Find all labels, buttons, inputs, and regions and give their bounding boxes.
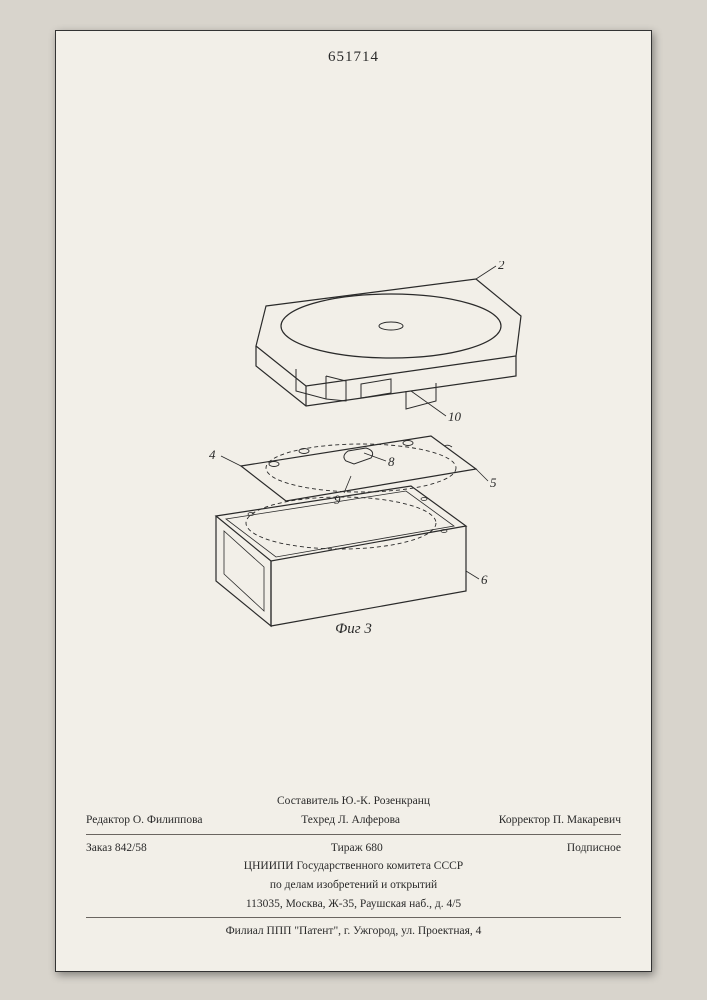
divider-1	[86, 834, 621, 835]
svg-text:9: 9	[334, 492, 341, 507]
svg-text:10: 10	[448, 409, 462, 424]
upper-tray-group: 2 10	[256, 261, 521, 424]
compiler-row: Составитель Ю.-К. Розенкранц	[86, 792, 621, 811]
order-cell: Заказ 842/58	[86, 840, 147, 857]
lower-box-group: 6	[216, 486, 488, 626]
credits-block: Составитель Ю.-К. Розенкранц Редактор О.…	[86, 792, 621, 941]
circulation-cell: Тираж 680	[331, 840, 383, 857]
document-page: 651714 2 10	[55, 30, 652, 972]
techred-cell: Техред Л. Алферова	[301, 812, 400, 829]
editor-cell: Редактор О. Филиппова	[86, 812, 202, 829]
svg-text:6: 6	[481, 572, 488, 587]
corrector-cell: Корректор П. Макаревич	[499, 812, 621, 829]
staff-row: Редактор О. Филиппова Техред Л. Алферова…	[86, 811, 621, 830]
svg-text:8: 8	[388, 454, 395, 469]
address-line: 113035, Москва, Ж-35, Раушская наб., д. …	[86, 895, 621, 914]
subscription-cell: Подписное	[567, 840, 621, 857]
compiler-label: Составитель	[277, 795, 339, 807]
figure-diagram: 2 10 4	[176, 261, 536, 641]
svg-text:2: 2	[498, 261, 505, 272]
svg-text:4: 4	[209, 447, 216, 462]
org-line2: по делам изобретений и открытий	[86, 876, 621, 895]
branch-line: Филиал ППП "Патент", г. Ужгород, ул. Про…	[86, 922, 621, 941]
svg-text:5: 5	[490, 475, 497, 490]
figure-label: Фиг 3	[56, 621, 651, 638]
order-row: Заказ 842/58 Тираж 680 Подписное	[86, 839, 621, 858]
document-number: 651714	[56, 49, 651, 66]
middle-plate-group: 4 8 9 5	[209, 436, 497, 507]
divider-2	[86, 917, 621, 918]
org-line1: ЦНИИПИ Государственного комитета СССР	[86, 857, 621, 876]
compiler-name: Ю.-К. Розенкранц	[342, 795, 430, 807]
